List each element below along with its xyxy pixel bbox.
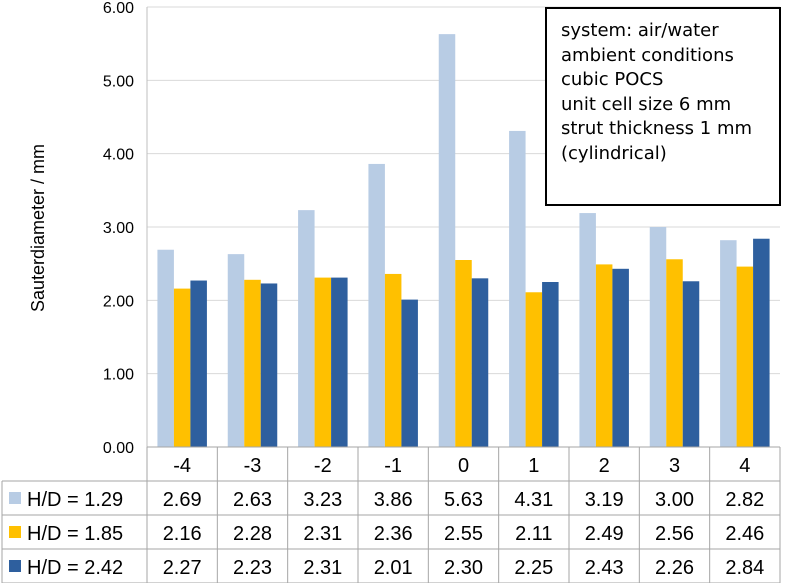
data-label: 3.00 (655, 489, 694, 511)
legend-label: H/D = 2.42 (27, 557, 123, 579)
data-label: 2.63 (233, 489, 272, 511)
x-tick-label: 2 (599, 455, 610, 477)
data-label: 2.49 (585, 523, 624, 545)
annotation-line: system: air/water (561, 20, 719, 41)
bar (579, 213, 596, 447)
legend-key (9, 526, 21, 538)
bar (438, 34, 456, 448)
bar (298, 210, 315, 447)
bar (612, 268, 629, 447)
bar (649, 227, 667, 447)
data-label: 2.28 (233, 523, 272, 545)
y-tick-label: 2.00 (103, 293, 134, 310)
data-label: 2.36 (374, 523, 413, 545)
x-tick-label: -2 (314, 455, 332, 477)
data-label: 2.84 (725, 557, 764, 579)
annotation-line: cubic POCS (561, 69, 664, 90)
bar (509, 130, 526, 447)
data-label: 2.31 (303, 523, 342, 545)
y-axis-label: Sauterdiameter / mm (28, 144, 48, 312)
data-label: 2.82 (725, 489, 764, 511)
data-table: -4 -3 -2 -1 0 1 2 3 4 H/D = 1.29 2.69 2.63 3.23 3.86 5… (1, 446, 781, 583)
data-label: 2.30 (444, 557, 483, 579)
data-label: 2.43 (585, 557, 624, 579)
legend-key (9, 560, 21, 572)
bar (595, 264, 613, 447)
bar (384, 273, 402, 447)
x-tick-label: 1 (528, 455, 539, 477)
bar (753, 238, 770, 447)
data-label: 2.27 (163, 557, 202, 579)
bars (157, 34, 770, 448)
bar (227, 254, 245, 447)
data-label: 2.69 (163, 489, 202, 511)
data-label: 2.55 (444, 523, 483, 545)
data-label: 2.26 (655, 557, 694, 579)
data-label: 2.23 (233, 557, 272, 579)
y-tick-label: 4.00 (103, 147, 134, 164)
y-tick-label: 5.00 (103, 73, 134, 90)
data-label: 2.25 (514, 557, 553, 579)
data-label: 3.86 (374, 489, 413, 511)
bar (244, 279, 261, 447)
legend-label: H/D = 1.85 (27, 523, 123, 545)
annotation-line: ambient conditions (561, 44, 734, 66)
data-label: 3.23 (303, 489, 342, 511)
bar (542, 282, 559, 447)
bar (260, 283, 278, 447)
x-tick-label: 0 (458, 455, 469, 477)
annotation-line: strut thickness 1 mm (561, 118, 753, 139)
bar (720, 240, 737, 447)
bar (736, 266, 754, 447)
legend-key (9, 492, 21, 504)
bar (331, 277, 348, 447)
y-tick-label: 3.00 (103, 220, 134, 237)
bar (157, 249, 174, 447)
bar (368, 163, 385, 447)
bar (525, 292, 543, 447)
x-tick-label: -3 (244, 455, 262, 477)
annotation-line: (cylindrical) (561, 142, 667, 164)
data-label: 2.56 (655, 523, 694, 545)
bar (682, 281, 700, 447)
data-label: 5.63 (444, 489, 483, 511)
y-tick-label: 1.00 (103, 367, 134, 384)
annotation-line: unit cell size 6 mm (561, 93, 732, 115)
data-label: 2.31 (303, 557, 342, 579)
bar (173, 288, 191, 447)
data-label: 2.46 (725, 523, 764, 545)
data-label: 2.01 (374, 557, 413, 579)
bar (666, 259, 683, 447)
x-tick-label: 3 (669, 455, 680, 477)
bar (401, 299, 418, 447)
y-tick-label: 0.00 (103, 440, 134, 457)
bar (455, 260, 472, 447)
bar (190, 280, 207, 447)
bar (471, 278, 489, 447)
y-tick-label: 6.00 (103, 0, 134, 17)
axes: 0.00 1.00 2.00 3.00 4.00 5.00 6.00 (103, 0, 148, 457)
x-tick-label: -1 (384, 455, 402, 477)
data-label: 2.16 (163, 523, 202, 545)
annotation-box: system: air/water ambient conditions cub… (545, 7, 781, 206)
x-tick-label: 4 (739, 455, 750, 477)
legend-label: H/D = 1.29 (27, 489, 123, 511)
x-tick-label: -4 (173, 455, 191, 477)
data-label: 3.19 (585, 489, 624, 511)
bar (314, 277, 332, 447)
data-label: 4.31 (514, 489, 553, 511)
data-label: 2.11 (515, 523, 552, 545)
